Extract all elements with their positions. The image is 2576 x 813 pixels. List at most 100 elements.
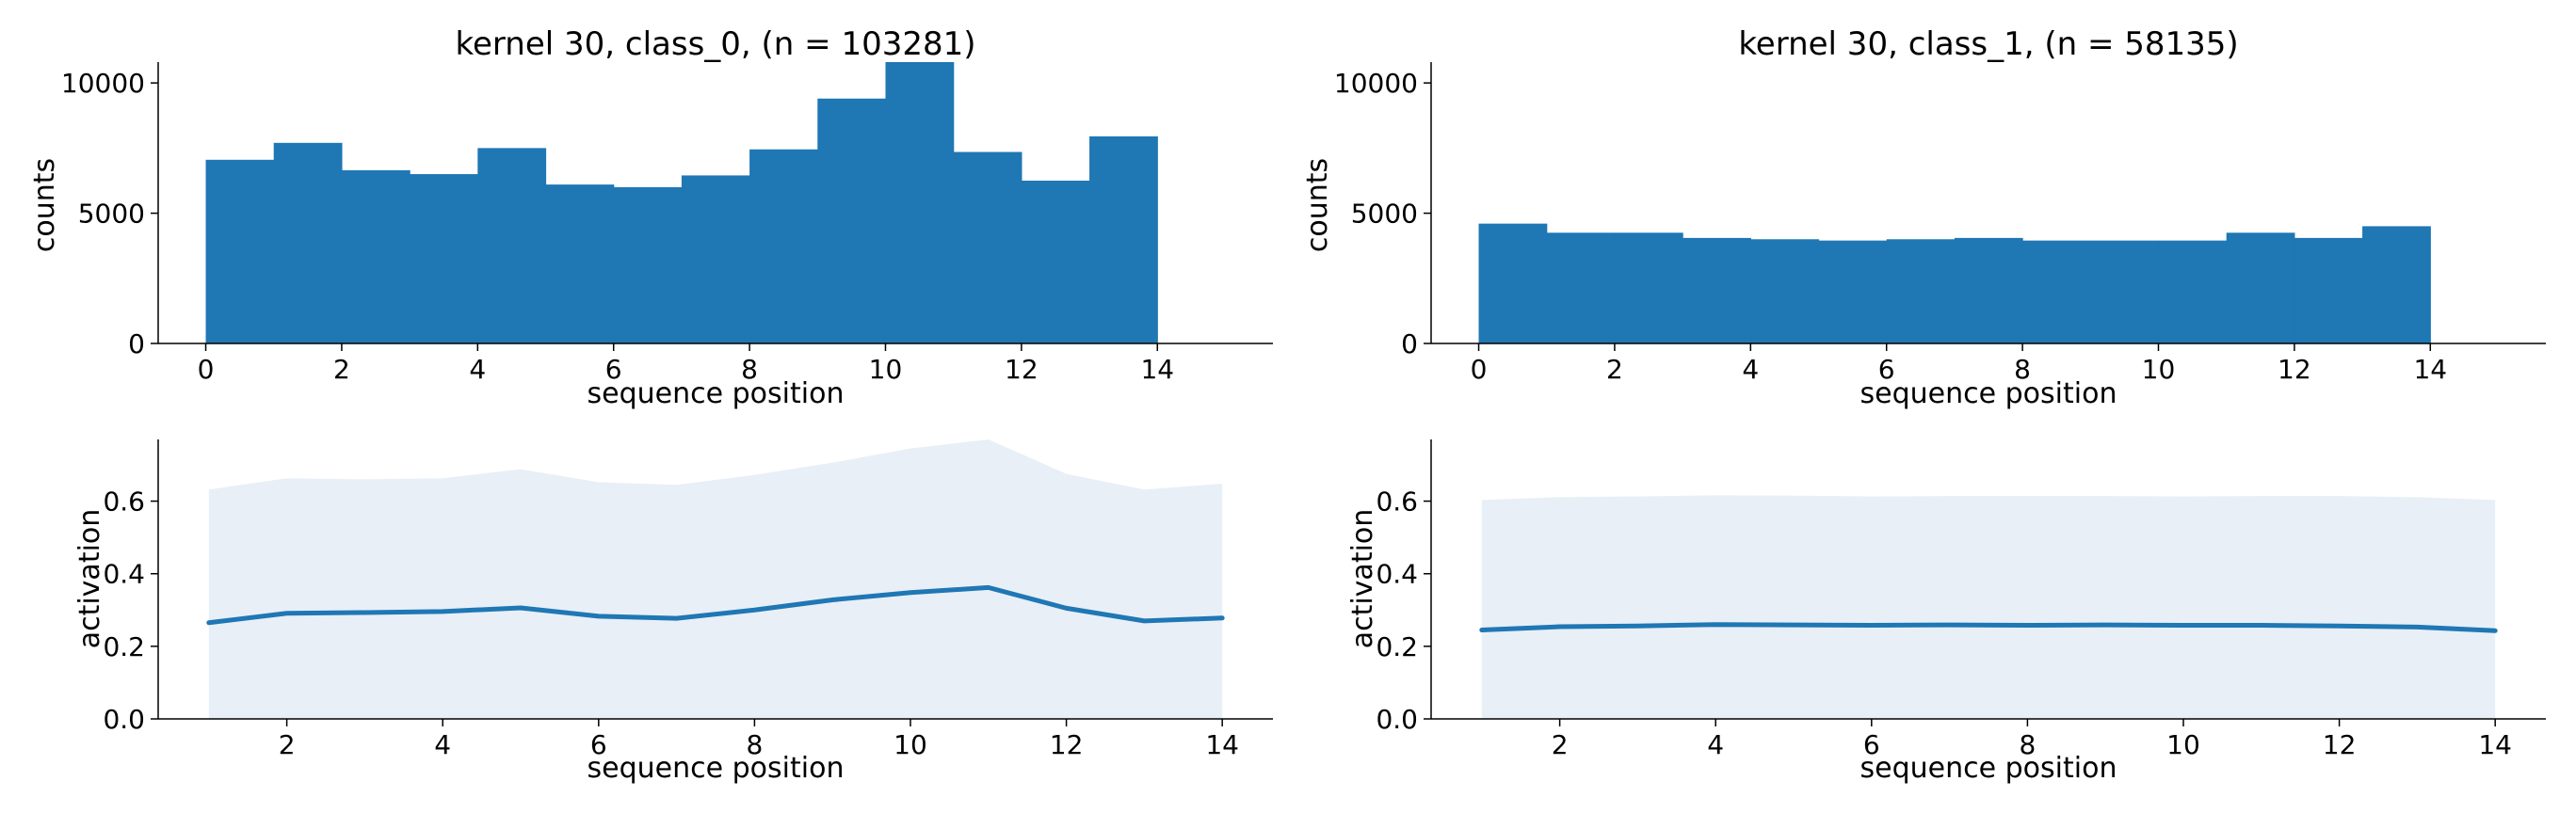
histogram-bar	[817, 98, 887, 343]
x-tick-label: 8	[746, 729, 763, 760]
x-tick-label: 12	[2278, 354, 2311, 385]
histogram-bar	[953, 151, 1022, 343]
y-tick-label: 0	[128, 328, 145, 359]
x-tick-label: 0	[198, 354, 215, 385]
x-tick-label: 6	[1863, 729, 1880, 760]
y-tick-label: 0.4	[103, 559, 145, 590]
plot-area	[206, 439, 1225, 719]
mean-activation-line	[206, 584, 1225, 626]
histogram-bar	[273, 142, 343, 343]
histogram-bar	[2158, 240, 2228, 343]
x-tick-label: 14	[2478, 729, 2512, 760]
tick-labels: 0 2 4 6 8 10 12 14 0 5000 10000	[1334, 68, 2447, 385]
x-tick-label: 6	[605, 354, 622, 385]
histogram-bar	[1886, 239, 1956, 343]
histogram-bar	[2362, 226, 2431, 343]
x-tick-label: 14	[1140, 354, 1174, 385]
y-tick-label: 5000	[78, 199, 145, 230]
x-tick-label: 2	[279, 729, 296, 760]
x-tick-label: 4	[469, 354, 486, 385]
y-axis-label: counts	[1301, 158, 1334, 252]
histogram-bar	[1750, 239, 1820, 343]
activation-range-band	[208, 439, 1223, 719]
histogram-bar	[1089, 136, 1158, 343]
histogram-bar	[613, 186, 683, 343]
histogram-bar	[1614, 232, 1683, 343]
axes	[1424, 62, 2546, 351]
chart-title: kernel 30, class_0, (n = 103281)	[456, 25, 976, 63]
mean-activation-line	[1479, 622, 2498, 633]
y-tick-label: 0.0	[103, 704, 145, 735]
plot-area	[205, 62, 1158, 343]
y-tick-label: 0.4	[1376, 559, 1418, 590]
x-tick-label: 2	[333, 354, 350, 385]
x-tick-label: 4	[434, 729, 451, 760]
histogram-bar	[2226, 232, 2295, 343]
y-tick-label: 0	[1401, 328, 1418, 359]
x-tick-label: 4	[1742, 354, 1759, 385]
y-tick-label: 0.0	[1376, 704, 1418, 735]
y-tick-label: 0.2	[103, 631, 145, 662]
activation-range-band	[1481, 495, 2496, 719]
histogram-bar	[681, 175, 750, 343]
y-tick-label: 0.6	[103, 486, 145, 518]
x-tick-label: 8	[741, 354, 758, 385]
histogram-bar	[205, 159, 275, 343]
tick-labels: 0 2 4 6 8 10 12 14 0 5000 10000	[61, 68, 1174, 385]
x-tick-label: 8	[2019, 729, 2036, 760]
axes	[1424, 439, 2546, 726]
x-tick-label: 14	[2413, 354, 2447, 385]
histogram-bar	[1682, 237, 1751, 343]
x-tick-label: 12	[1005, 354, 1038, 385]
x-tick-label: 0	[1471, 354, 1488, 385]
histogram-bar	[1954, 237, 2023, 343]
histogram-bar	[1546, 232, 1616, 343]
x-tick-label: 12	[1050, 729, 1084, 760]
histogram-bar	[749, 149, 818, 343]
histogram-bar	[410, 174, 478, 343]
histogram-bar	[2090, 240, 2160, 343]
x-tick-label: 8	[2014, 354, 2031, 385]
histogram-bar	[1021, 180, 1090, 343]
histogram-bar	[2022, 240, 2091, 343]
x-tick-label: 14	[1205, 729, 1239, 760]
histogram-bar	[545, 184, 615, 343]
panel-hist-class1: kernel 30, class_1, (n = 58135) 0 2 4 6 8 10 1…	[1301, 25, 2546, 410]
y-tick-label: 0.2	[1376, 631, 1418, 662]
histogram-bar	[1818, 240, 1888, 343]
y-tick-label: 5000	[1351, 199, 1418, 230]
plot-area	[1478, 223, 2431, 343]
histogram-bar	[477, 148, 547, 343]
x-axis-label: sequence position	[1860, 377, 2117, 410]
x-axis-label: sequence position	[588, 752, 845, 785]
y-tick-label: 0.6	[1376, 486, 1418, 518]
x-tick-label: 10	[894, 729, 927, 760]
x-tick-label: 2	[1552, 729, 1569, 760]
tick-labels: 2 4 6 8 10 12 14 0.0 0.2 0.4 0.6	[1376, 486, 2512, 760]
tick-labels: 2 4 6 8 10 12 14 0.0 0.2 0.4 0.6	[103, 486, 1239, 760]
histogram-bar	[341, 169, 411, 343]
x-tick-label: 10	[2142, 354, 2176, 385]
x-tick-label: 6	[590, 729, 607, 760]
axes	[151, 62, 1273, 351]
histogram-bar	[1478, 223, 1548, 343]
plot-area	[1479, 495, 2498, 719]
histogram-bar	[2294, 237, 2363, 343]
histogram-bar	[885, 62, 955, 343]
x-tick-label: 4	[1707, 729, 1724, 760]
x-tick-label: 10	[869, 354, 903, 385]
panel-activation-class0: 2 4 6 8 10 12 14 0.0 0.2 0.4 0.6 sequence position…	[73, 439, 1273, 785]
y-axis-label: activation	[73, 509, 106, 649]
x-tick-label: 6	[1878, 354, 1895, 385]
panel-hist-class0: kernel 30, class_0, (n = 103281) 0 2 4 6 8 10…	[28, 25, 1273, 410]
x-tick-label: 12	[2323, 729, 2357, 760]
axes	[151, 439, 1273, 726]
x-tick-label: 2	[1606, 354, 1623, 385]
chart-title: kernel 30, class_1, (n = 58135)	[1738, 25, 2238, 63]
x-axis-label: sequence position	[1860, 752, 2117, 785]
y-tick-label: 10000	[61, 68, 145, 99]
y-tick-label: 10000	[1334, 68, 1418, 99]
panel-activation-class1: 2 4 6 8 10 12 14 0.0 0.2 0.4 0.6 sequence position…	[1346, 439, 2546, 785]
x-axis-label: sequence position	[588, 377, 845, 410]
